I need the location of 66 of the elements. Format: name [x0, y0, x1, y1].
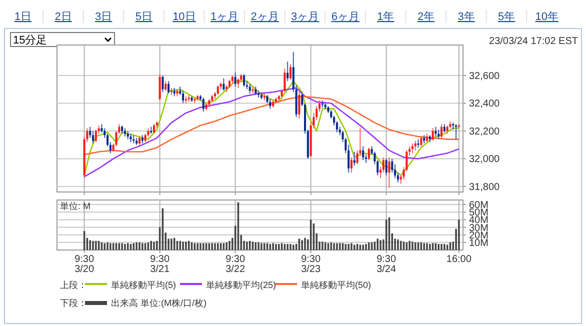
- y-tick-label: 31,800: [469, 182, 500, 193]
- candlestick: [388, 156, 390, 188]
- candlestick: [411, 142, 414, 154]
- candlestick: [298, 92, 300, 119]
- annotation: 単位: M: [60, 201, 90, 211]
- text: 3ヶ月: [291, 11, 320, 23]
- text: 3年: [458, 11, 475, 23]
- text: 23/03/24 17:02 EST: [489, 36, 578, 47]
- x-tick-label: 16:00: [446, 254, 472, 265]
- text: 1年: [377, 11, 394, 23]
- y-tick-label: 32,600: [469, 71, 500, 82]
- candlestick: [385, 158, 388, 176]
- candlestick: [237, 78, 240, 88]
- legend-label: 単純移動平均(25): [206, 280, 276, 290]
- y-tick-label: 10M: [469, 238, 488, 249]
- x-tick-label: 9:30 3/20: [74, 254, 94, 275]
- candlestick: [353, 151, 356, 166]
- candlestick: [362, 146, 364, 161]
- candlestick: [234, 72, 236, 88]
- text: 5年: [498, 11, 516, 23]
- text: 6ヶ月: [331, 11, 360, 23]
- candlestick: [162, 75, 164, 93]
- x-tick-label: 9:30 3/21: [150, 254, 170, 275]
- candlestick: [289, 64, 292, 80]
- candlestick: [182, 90, 184, 104]
- text: 5日: [135, 11, 152, 23]
- legend-label: 出来高 単位:(M株/口/枚): [111, 298, 206, 308]
- candlestick: [455, 124, 458, 140]
- candlestick: [158, 74, 161, 101]
- candlestick: [222, 78, 225, 92]
- y-tick-label: 32,000: [469, 154, 500, 166]
- legend-title: 下段：: [60, 298, 87, 308]
- legend-title: 上段：: [60, 280, 87, 290]
- candlestick: [216, 84, 219, 96]
- candlestick: [202, 97, 204, 112]
- x-tick-label: 9:30 3/22: [226, 254, 246, 275]
- candlestick: [269, 98, 272, 110]
- candlestick: [434, 126, 437, 138]
- text: 2日: [54, 11, 72, 23]
- candlestick: [243, 74, 246, 88]
- text: 2ヶ月: [250, 11, 279, 23]
- x-tick-label: 9:30 3/24: [376, 254, 396, 275]
- text: 15分足: [13, 34, 48, 46]
- candlestick: [248, 83, 251, 94]
- text: 10年: [535, 11, 559, 23]
- candlestick: [168, 80, 170, 94]
- x-tick-label: 9:30 3/23: [301, 254, 321, 275]
- candlestick: [350, 156, 352, 174]
- text: 3日: [95, 11, 112, 23]
- candlestick: [286, 61, 289, 82]
- legend-label: 単純移動平均(5): [111, 280, 176, 290]
- candlestick: [432, 128, 434, 142]
- candlestick: [420, 136, 422, 147]
- legend-label: 単純移動平均(50): [301, 280, 372, 290]
- candlestick: [92, 130, 94, 144]
- y-tick-label: 32,400: [469, 98, 500, 110]
- text: 2年: [417, 11, 435, 23]
- text: 1日: [14, 11, 32, 23]
- candlestick: [152, 124, 156, 134]
- candlestick: [440, 124, 443, 138]
- text: 10日: [172, 11, 196, 23]
- candlestick: [94, 129, 97, 143]
- candlestick: [368, 147, 370, 161]
- candlestick: [164, 80, 167, 92]
- text: 1ヶ月: [210, 11, 239, 23]
- y-tick-label: 32,200: [469, 126, 500, 138]
